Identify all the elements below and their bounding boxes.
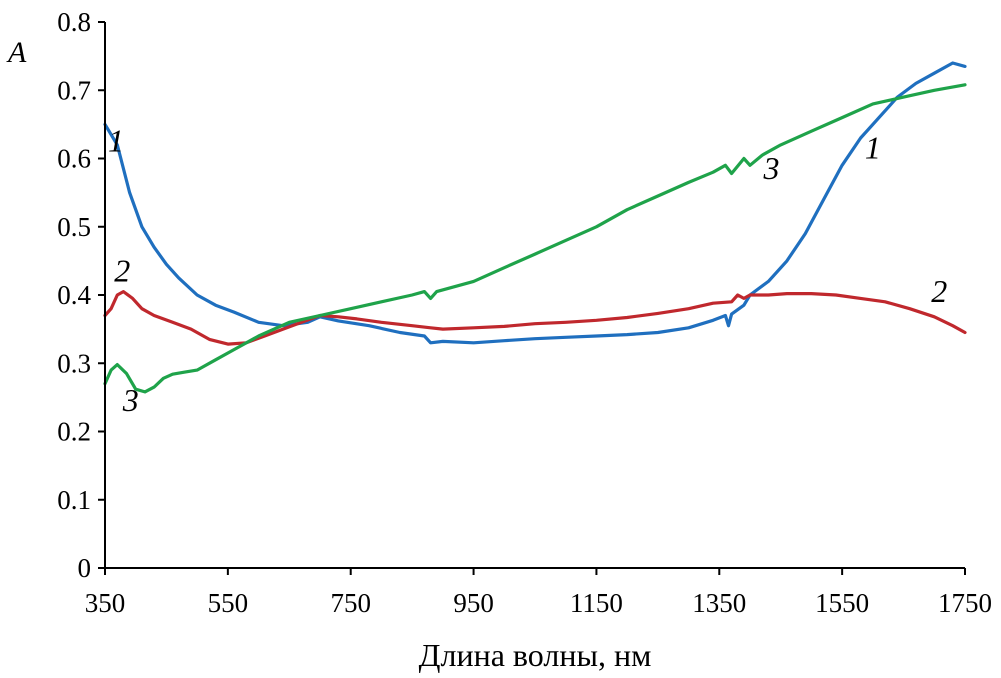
series-label-2: 2 <box>931 273 947 309</box>
series-label-1: 1 <box>108 123 124 159</box>
x-axis-title: Длина волны, нм <box>419 637 652 673</box>
series-label-1: 1 <box>865 130 881 166</box>
y-tick-label: 0.6 <box>57 144 91 174</box>
x-tick-label: 750 <box>330 588 371 618</box>
y-tick-label: 0.8 <box>57 7 91 37</box>
y-tick-label: 0.3 <box>57 348 91 378</box>
x-tick-label: 1150 <box>570 588 623 618</box>
series-label-2: 2 <box>114 252 130 288</box>
series-label-3: 3 <box>763 150 780 186</box>
series-line-2 <box>103 290 967 346</box>
y-axis-title: A <box>6 36 27 69</box>
x-tick-label: 1750 <box>938 588 992 618</box>
x-tick-label: 1350 <box>692 588 746 618</box>
y-tick-label: 0.1 <box>57 485 91 515</box>
y-tick-label: 0.4 <box>57 280 91 310</box>
x-tick-label: 1550 <box>815 588 869 618</box>
y-tick-label: 0 <box>78 553 92 583</box>
y-tick-label: 0.7 <box>57 75 91 105</box>
y-tick-label: 0.2 <box>57 417 91 447</box>
series-label-3: 3 <box>122 382 139 418</box>
series-layer <box>103 61 967 394</box>
series-line-3 <box>103 83 967 394</box>
x-tick-label: 350 <box>85 588 126 618</box>
x-tick-label: 550 <box>208 588 249 618</box>
y-tick-label: 0.5 <box>57 212 91 242</box>
x-tick-label: 950 <box>453 588 494 618</box>
series-line-1 <box>103 61 967 345</box>
labels-layer: 1 1 2 2 3 3 <box>108 123 947 418</box>
